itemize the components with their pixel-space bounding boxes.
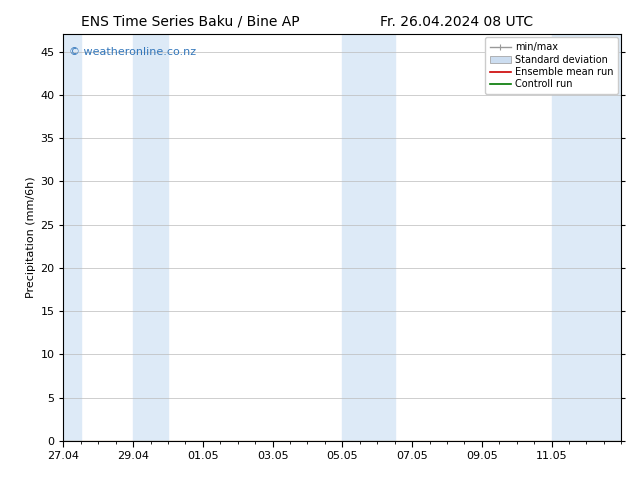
Bar (552, 34, 621, 441)
Bar (342, 34, 394, 441)
Y-axis label: Precipitation (mm/6h): Precipitation (mm/6h) (26, 177, 36, 298)
Legend: min/max, Standard deviation, Ensemble mean run, Controll run: min/max, Standard deviation, Ensemble me… (485, 37, 618, 94)
Text: © weatheronline.co.nz: © weatheronline.co.nz (69, 47, 196, 56)
Text: ENS Time Series Baku / Bine AP: ENS Time Series Baku / Bine AP (81, 15, 299, 29)
Bar (63, 34, 81, 441)
Text: Fr. 26.04.2024 08 UTC: Fr. 26.04.2024 08 UTC (380, 15, 533, 29)
Bar (133, 34, 168, 441)
